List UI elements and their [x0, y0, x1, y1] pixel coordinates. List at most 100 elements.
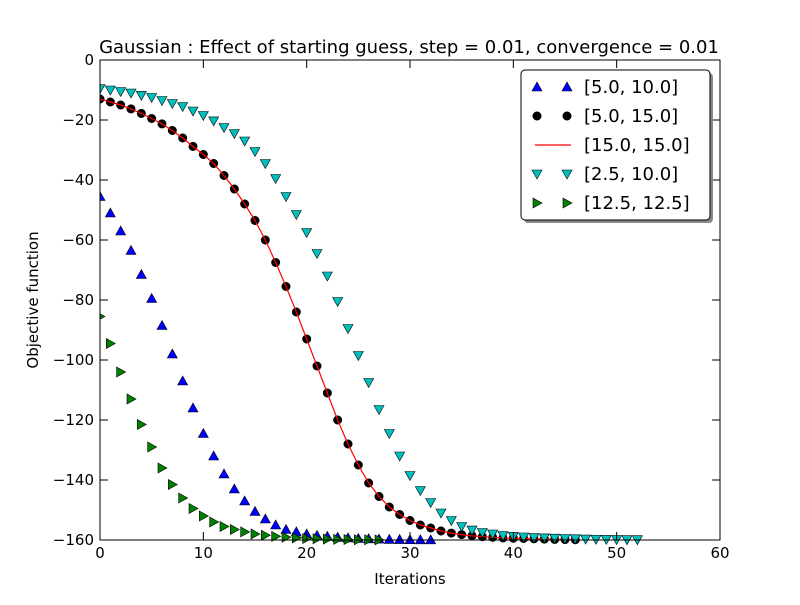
data-point	[239, 495, 251, 506]
data-point	[178, 492, 189, 504]
data-point	[177, 375, 189, 386]
data-point	[146, 93, 158, 104]
y-tick-label: −140	[53, 471, 94, 489]
series-2	[100, 98, 576, 541]
data-point	[352, 351, 364, 362]
legend-item: [5.0, 10.0]	[531, 77, 678, 98]
legend-marker	[531, 169, 543, 180]
data-point	[228, 483, 240, 494]
legend-item: [15.0, 15.0]	[535, 135, 690, 156]
data-point	[177, 102, 189, 113]
y-tick-label: −60	[62, 231, 94, 249]
data-point	[280, 192, 292, 203]
data-point	[528, 533, 540, 544]
y-tick-label: −80	[62, 291, 94, 309]
data-point	[259, 159, 271, 170]
data-point	[404, 471, 416, 482]
data-point	[270, 519, 282, 530]
data-point	[312, 533, 323, 545]
data-point	[218, 123, 230, 134]
data-point	[363, 378, 375, 389]
legend-box	[520, 69, 711, 221]
x-tick-label: 40	[504, 544, 523, 562]
data-point	[487, 529, 499, 540]
data-point	[435, 508, 447, 519]
data-point	[321, 271, 333, 282]
data-point	[156, 319, 168, 330]
data-point	[146, 292, 158, 303]
data-point	[239, 136, 251, 147]
data-point	[116, 366, 127, 378]
y-tick-label: 0	[84, 51, 94, 69]
data-point	[311, 249, 323, 260]
chart-title: Gaussian : Effect of starting guess, ste…	[99, 37, 719, 58]
data-point	[250, 528, 261, 540]
legend-marker	[562, 111, 572, 121]
data-point	[104, 85, 116, 96]
x-tick-label: 60	[710, 544, 729, 562]
y-tick-label: −160	[53, 531, 94, 549]
data-point	[156, 96, 168, 107]
data-point	[333, 533, 344, 545]
series-1	[100, 94, 580, 545]
legend: [5.0, 10.0] [5.0, 15.0] [15.0, 15.0] [2.5, …	[520, 69, 713, 223]
data-point	[425, 534, 437, 545]
data-point	[135, 268, 147, 279]
data-point	[125, 88, 137, 99]
data-point	[166, 99, 178, 110]
data-point	[126, 393, 137, 405]
data-point	[208, 450, 220, 461]
data-point	[569, 534, 581, 545]
x-tick-label: 30	[400, 544, 419, 562]
data-point	[559, 534, 571, 545]
data-point	[414, 534, 426, 545]
data-point	[383, 429, 395, 440]
legend-label: [5.0, 10.0]	[584, 77, 678, 98]
data-point	[147, 441, 158, 453]
data-point	[261, 529, 271, 541]
data-point	[218, 468, 230, 479]
x-tick-label: 50	[607, 544, 626, 562]
legend-marker	[532, 111, 542, 121]
data-point	[219, 520, 230, 533]
legend-marker	[562, 197, 573, 209]
data-point	[549, 533, 561, 544]
data-point	[383, 533, 395, 544]
data-point	[249, 505, 261, 516]
legend-marker	[532, 197, 543, 209]
data-point	[137, 418, 147, 431]
data-point	[342, 324, 354, 335]
data-point	[100, 190, 106, 201]
data-point	[197, 111, 209, 122]
data-point	[135, 91, 147, 102]
data-point	[445, 516, 457, 527]
data-point	[538, 533, 550, 544]
data-point	[115, 225, 127, 236]
legend-marker	[561, 81, 573, 92]
series-line	[100, 98, 576, 541]
data-point	[104, 207, 116, 218]
data-point	[332, 297, 344, 308]
legend-label: [5.0, 15.0]	[584, 106, 678, 127]
data-point	[259, 513, 271, 524]
data-point	[456, 522, 468, 533]
series-3	[100, 84, 643, 546]
y-axis-label: Objective function	[24, 231, 42, 368]
y-tick-label: −120	[53, 411, 94, 429]
data-point	[228, 129, 240, 140]
data-point	[187, 106, 199, 117]
data-point	[497, 531, 509, 542]
legend-label: [15.0, 15.0]	[584, 135, 690, 156]
data-point	[106, 337, 116, 350]
legend-item: [2.5, 10.0]	[531, 164, 678, 185]
data-point	[197, 427, 209, 438]
x-tick-label: 0	[95, 544, 105, 562]
data-point	[373, 405, 385, 416]
data-point	[270, 174, 282, 185]
y-tick-label: −20	[62, 111, 94, 129]
data-point	[125, 244, 137, 255]
data-point	[301, 228, 313, 239]
data-point	[199, 510, 209, 522]
